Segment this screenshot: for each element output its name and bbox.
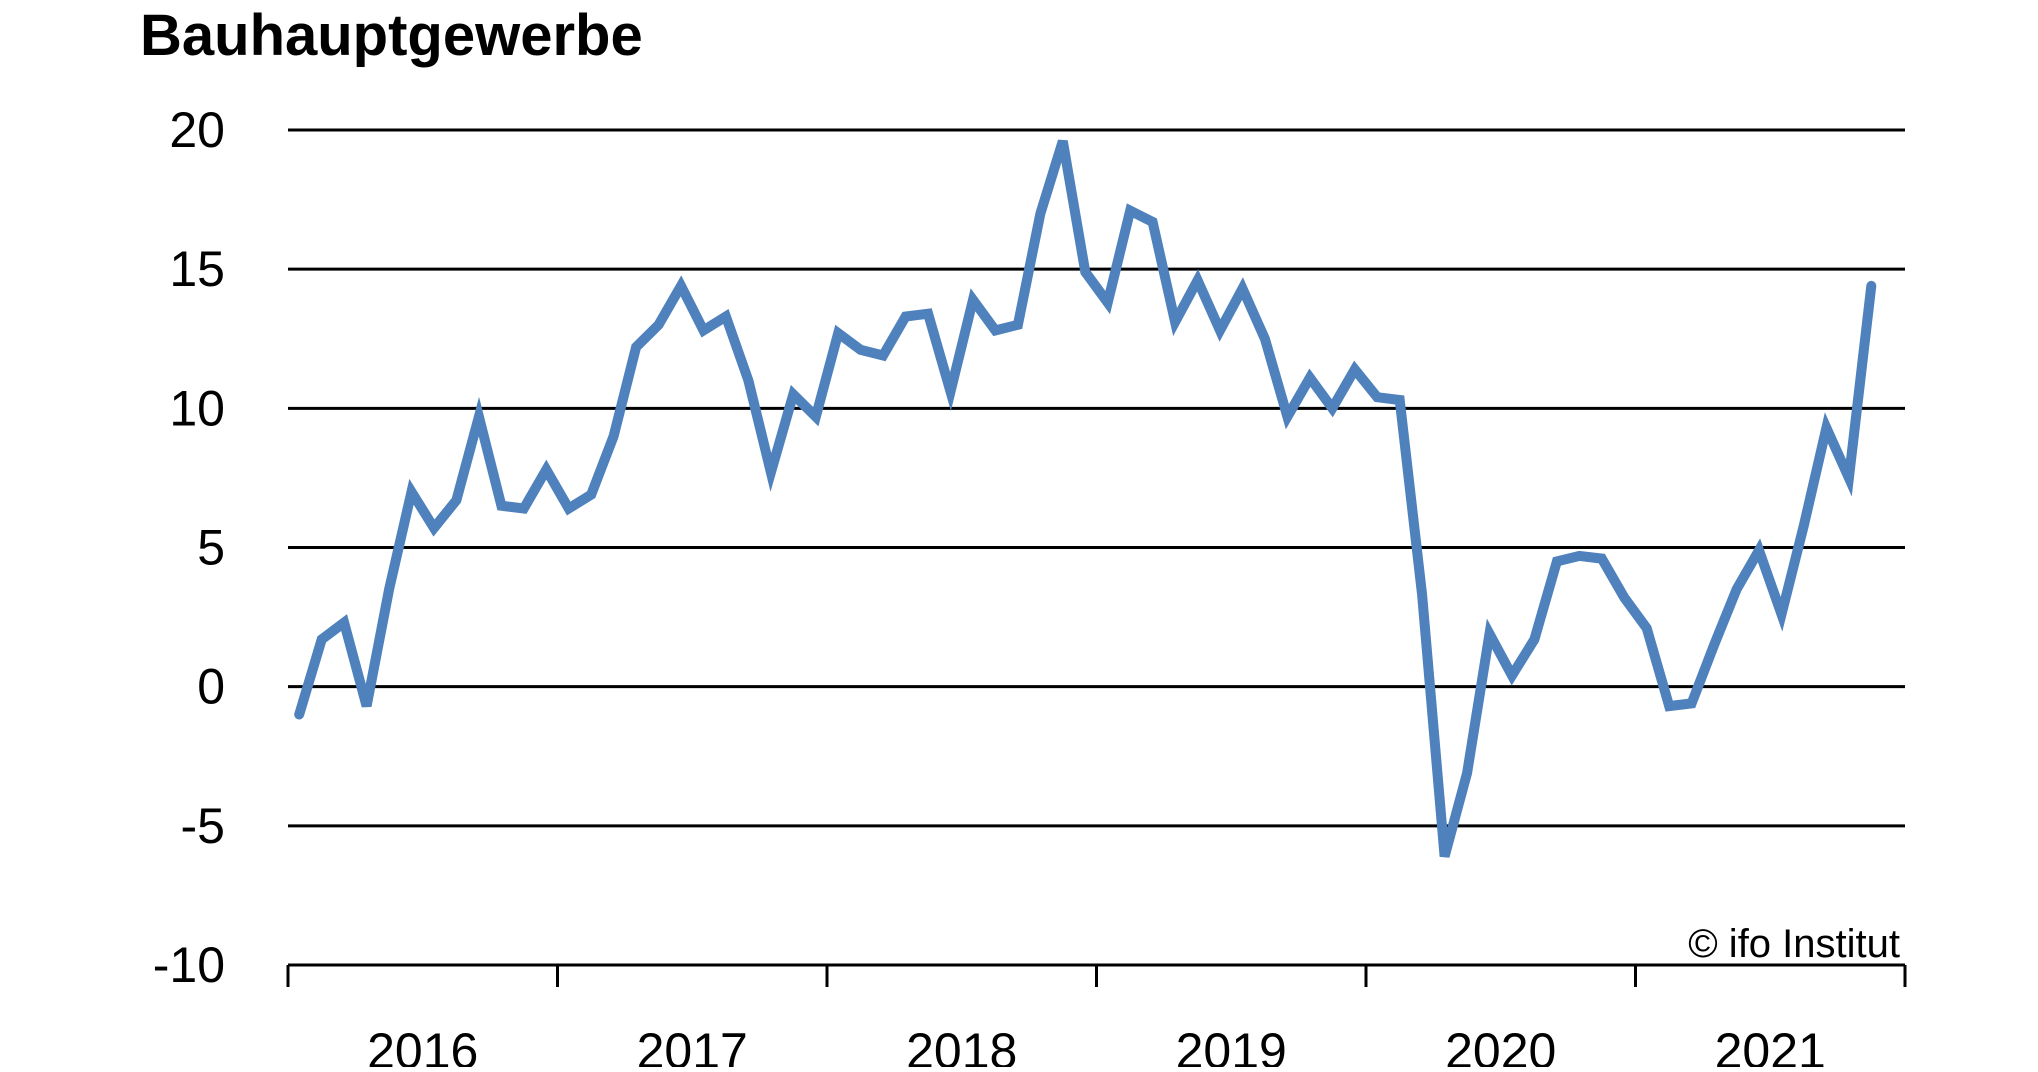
x-tick-label: 2018 xyxy=(906,1023,1017,1067)
x-tick-label: 2019 xyxy=(1176,1023,1287,1067)
y-tick-label: 0 xyxy=(197,659,225,715)
x-tick-label: 2020 xyxy=(1445,1023,1556,1067)
y-tick-label: 10 xyxy=(169,380,225,436)
x-tick-label: 2017 xyxy=(637,1023,748,1067)
credit-label: © ifo Institut xyxy=(1688,922,1900,966)
chart-title: Bauhauptgewerbe xyxy=(140,3,643,68)
y-tick-label: -10 xyxy=(153,937,225,993)
y-tick-label: 5 xyxy=(197,520,225,576)
grid-lines xyxy=(288,130,1905,826)
x-tick-label: 2016 xyxy=(367,1023,478,1067)
y-tick-label: 20 xyxy=(169,102,225,158)
y-tick-label: 15 xyxy=(169,241,225,297)
x-axis-tick-labels: 2016 2017 2018 2019 2020 2021 xyxy=(367,1023,1826,1067)
y-axis-tick-labels: 20 15 10 5 0 -5 -10 xyxy=(153,102,225,993)
y-tick-label: -5 xyxy=(181,798,225,854)
x-tick-label: 2021 xyxy=(1715,1023,1826,1067)
series-line xyxy=(299,141,1871,856)
series-group xyxy=(299,141,1871,857)
x-axis xyxy=(288,965,1905,987)
